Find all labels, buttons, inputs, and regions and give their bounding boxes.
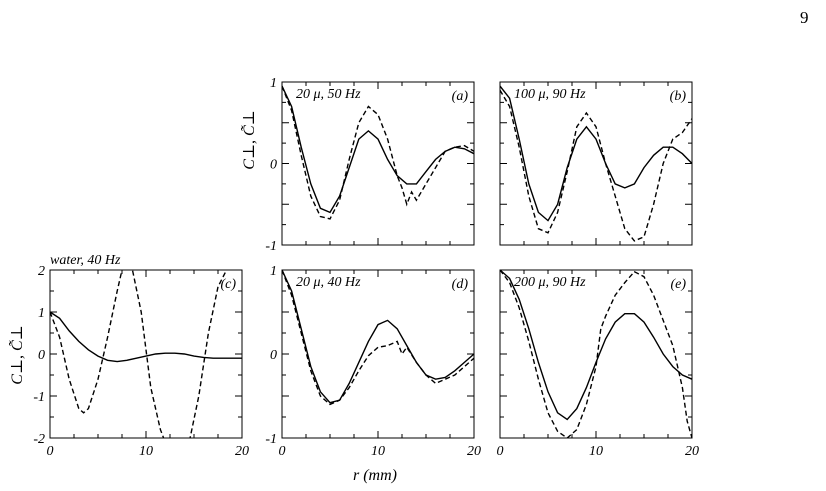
y-tick-label: 0 [270, 158, 277, 173]
x-tick-label: 20 [467, 444, 481, 459]
y-tick-label: 1 [270, 264, 277, 279]
panel-letter: (a) [452, 89, 469, 104]
series-line-dashed [282, 85, 474, 220]
y-tick-label: -1 [33, 390, 45, 405]
x-tick-label: 10 [139, 444, 153, 459]
series-line-solid [282, 270, 474, 404]
series-line-solid [500, 85, 692, 222]
panel-annotation: 20 μ, 40 Hz [296, 275, 361, 290]
panel-b: (b) 100 μ, 90 Hz [499, 81, 693, 246]
panel-letter: (e) [670, 277, 686, 292]
y-tick-label: 1 [270, 76, 277, 91]
y-tick-label: 2 [38, 264, 45, 279]
y-axis-label-left: C⊥, C̃⊥ [8, 325, 26, 384]
series-line-dashed [500, 89, 692, 242]
x-tick-label: 10 [371, 444, 385, 459]
y-tick-label: -1 [265, 239, 277, 254]
y-axis-label-top: C⊥, C̃⊥ [240, 110, 258, 169]
x-tick-label: 0 [497, 444, 504, 459]
y-tick-label: 0 [270, 348, 277, 363]
x-tick-label: 10 [589, 444, 603, 459]
panel-annotation: 20 μ, 50 Hz [296, 87, 361, 102]
panel-a: -1 0 1 (a) 20 μ, 50 Hz [265, 76, 475, 254]
y-tick-label: -1 [265, 432, 277, 447]
y-tick-label: 0 [38, 348, 45, 363]
y-tick-label: -2 [33, 432, 45, 447]
panel-annotation: 100 μ, 90 Hz [514, 87, 586, 102]
x-tick-label: 0 [47, 444, 54, 459]
page-number: 9 [800, 8, 809, 27]
plot-frame [281, 81, 475, 246]
plot-frame [281, 269, 475, 439]
panel-letter: (c) [220, 277, 236, 292]
panel-e: 0 10 20 (e) 200 μ, 90 Hz [497, 269, 699, 459]
y-tick-label: 1 [38, 306, 45, 321]
series-line-solid [282, 85, 474, 214]
panel-annotation: 200 μ, 90 Hz [514, 275, 586, 290]
x-tick-label: 0 [279, 444, 286, 459]
panel-annotation: water, 40 Hz [50, 253, 121, 268]
panel-letter: (d) [452, 277, 469, 292]
series-line-dashed [50, 270, 228, 438]
x-tick-label: 20 [685, 444, 699, 459]
x-tick-label: 20 [235, 444, 249, 459]
series-line-dashed [282, 270, 474, 406]
series-line-solid [500, 270, 692, 421]
panel-letter: (b) [670, 89, 687, 104]
series-line-solid [50, 311, 242, 363]
x-axis-label: r (mm) [353, 467, 397, 484]
series-line-dashed [500, 270, 692, 438]
